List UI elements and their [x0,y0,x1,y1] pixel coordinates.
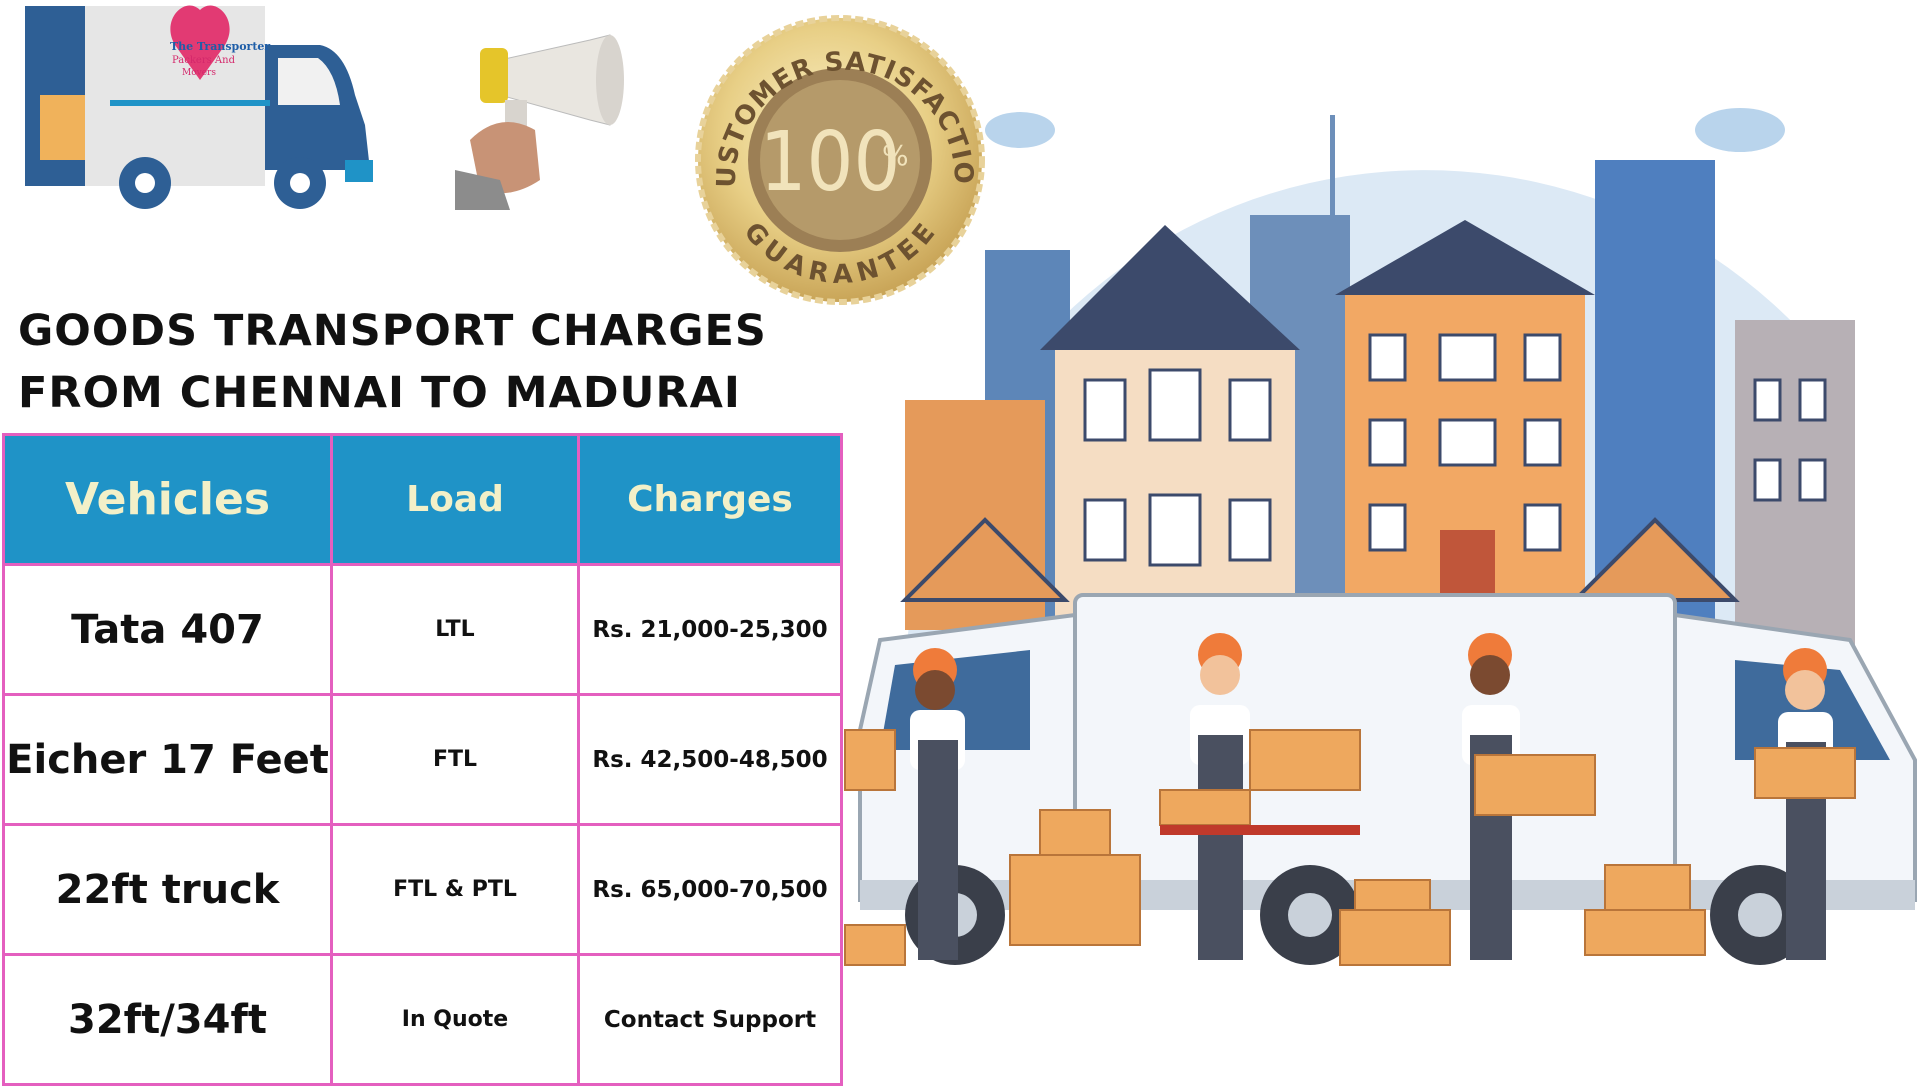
megaphone [455,34,624,210]
table-row: Tata 407 LTL Rs. 21,000-25,300 [2,563,843,696]
load-cell: FTL & PTL [330,823,580,956]
table-row: Eicher 17 Feet FTL Rs. 42,500-48,500 [2,693,843,826]
charges-cell: Rs. 21,000-25,300 [577,563,843,696]
load-cell: In Quote [330,953,580,1086]
table-row: 32ft/34ft In Quote Contact Support [2,953,843,1086]
city-illustration [844,108,1917,966]
header-cell: Vehicles [2,433,333,566]
header-cell: Load [330,433,580,566]
heading-line: FROM CHENNAI TO MADURAI [18,368,741,418]
heading: GOODS TRANSPORT CHARGES FROM CHENNAI TO … [18,300,767,424]
badge-percent: % [882,139,909,172]
logo-text: Packers And [172,55,236,66]
logo-truck: The Transporter Packers And Movers [25,5,373,209]
vehicle-cell: Eicher 17 Feet [2,693,333,826]
heading-line: GOODS TRANSPORT CHARGES [18,306,767,356]
rates-table: Vehicles Load Charges Tata 407 LTL Rs. 2… [2,433,843,1086]
logo-text: Movers [182,68,216,78]
workers [910,633,1833,960]
vehicle-cell: Tata 407 [2,563,333,696]
header-cell: Charges [577,433,843,566]
vehicle-cell: 32ft/34ft [2,953,333,1086]
boxes [844,729,1856,966]
charges-cell: Rs. 65,000-70,500 [577,823,843,956]
header-row: Vehicles Load Charges [2,433,843,566]
table-row: 22ft truck FTL & PTL Rs. 65,000-70,500 [2,823,843,956]
charges-cell: Contact Support [577,953,843,1086]
vehicle-cell: 22ft truck [2,823,333,956]
load-cell: FTL [330,693,580,826]
charges-cell: Rs. 42,500-48,500 [577,693,843,826]
badge-number: 100 [760,115,901,210]
load-cell: LTL [330,563,580,696]
logo-text: The Transporter [170,40,270,53]
